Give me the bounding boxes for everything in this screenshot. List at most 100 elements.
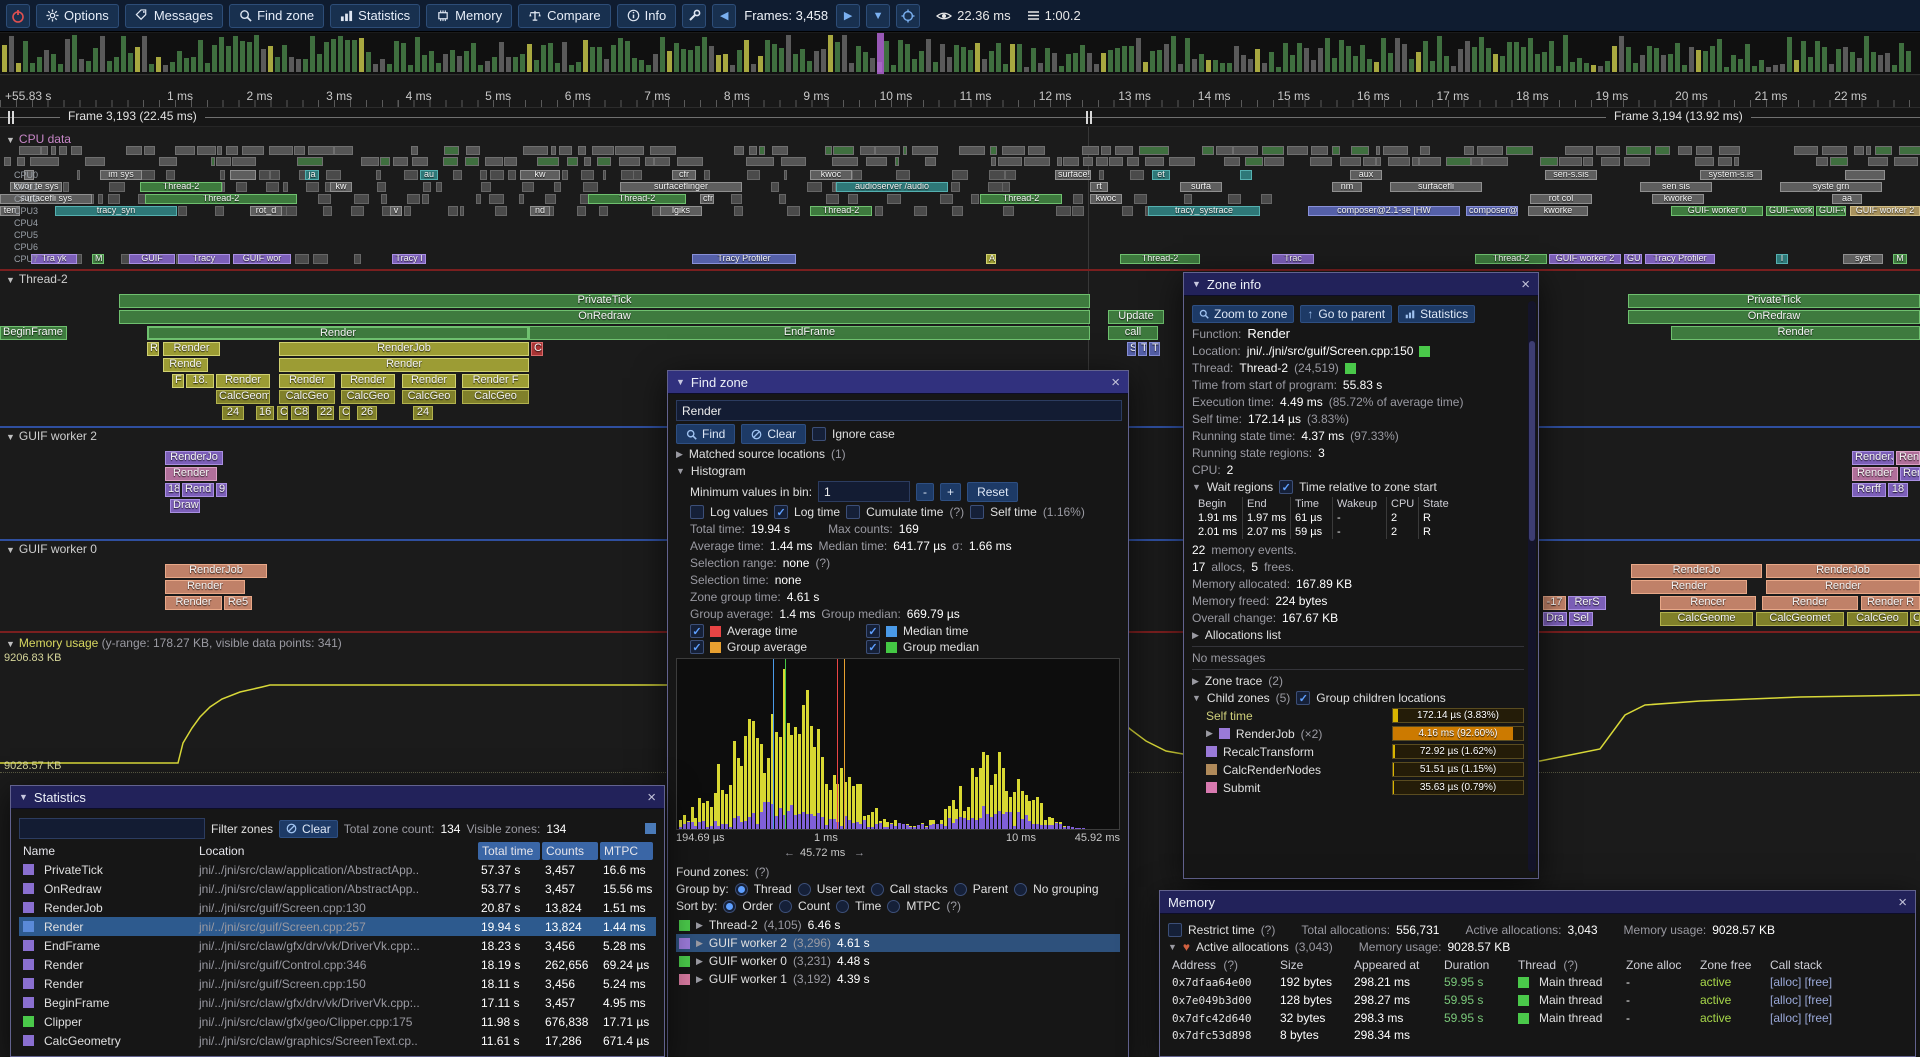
- tools-button[interactable]: [682, 3, 707, 28]
- cpu-seg[interactable]: [259, 170, 271, 180]
- cpu-zone[interactable]: surfacefli: [1390, 182, 1482, 192]
- radio-mtpc[interactable]: [887, 899, 901, 913]
- timeline-zone[interactable]: Render: [165, 580, 245, 594]
- reset-button[interactable]: Reset: [967, 481, 1019, 502]
- cpu-seg[interactable]: [317, 194, 331, 204]
- collapse-icon[interactable]: ▼: [676, 466, 685, 476]
- found-zone-row[interactable]: ▶ GUIF worker 0 (3,231) 4.48 s: [676, 952, 1120, 970]
- timeline-zone[interactable]: Render F: [462, 374, 529, 388]
- timeline-zone[interactable]: C: [277, 406, 288, 420]
- radio-order[interactable]: [723, 899, 737, 913]
- compare-button[interactable]: Compare: [518, 3, 611, 28]
- cpu-zone[interactable]: v: [390, 206, 402, 216]
- expand-icon[interactable]: ▶: [676, 448, 683, 459]
- cpu-zone[interactable]: ja: [305, 170, 319, 180]
- table-row[interactable]: 0x7dfaa64e00 192 bytes 298.21 ms 59.95 s Mai…: [1168, 973, 1907, 991]
- cpu-seg[interactable]: [165, 170, 175, 180]
- cpu-zone[interactable]: Tracy Profiler: [1645, 254, 1715, 264]
- cpu-seg[interactable]: [490, 170, 504, 180]
- cpu-seg[interactable]: [989, 170, 1005, 180]
- close-icon[interactable]: ×: [1521, 275, 1530, 293]
- cpu-zone[interactable]: tracy_syn: [55, 206, 177, 216]
- cpu-seg[interactable]: [403, 170, 419, 180]
- close-icon[interactable]: ×: [647, 788, 656, 806]
- time-ruler[interactable]: +55.83 s 1 ms 2 ms 3 ms 4 ms 5 ms 6 ms 7 ms 8 m…: [0, 76, 1920, 108]
- cpu-data-header[interactable]: ▼ CPU data: [6, 132, 71, 146]
- cpu-zone[interactable]: sen sis: [1640, 182, 1712, 192]
- cpu-seg[interactable]: [97, 194, 103, 204]
- cpu-seg[interactable]: [561, 170, 568, 180]
- cpu-seg[interactable]: [852, 170, 863, 180]
- timeline-zone[interactable]: PrivateTick: [119, 294, 1090, 308]
- memory-table-header[interactable]: Address (?) Size Appeared at Duration Thread…: [1168, 957, 1907, 973]
- cpu-zone[interactable]: composer@2.1-se [HW: [1308, 206, 1460, 216]
- timeline-zone[interactable]: Rerff: [1852, 483, 1886, 497]
- cpu-seg[interactable]: [489, 194, 505, 204]
- table-row[interactable]: CalcGeometry jni/../jni/src/claw/graphics…: [19, 1031, 656, 1050]
- cpu-zone[interactable]: rt: [1090, 182, 1108, 192]
- cpu-seg[interactable]: [62, 182, 70, 192]
- timeline-zone[interactable]: Render R: [1861, 596, 1920, 610]
- find-button[interactable]: Find: [676, 424, 736, 444]
- cpu-seg[interactable]: [1055, 206, 1072, 216]
- table-row[interactable]: 0x7dfc53d898 8 bytes 298.34 ms: [1168, 1027, 1907, 1043]
- cpu-seg[interactable]: [632, 170, 643, 180]
- cpu-seg[interactable]: [453, 170, 462, 180]
- bin-minus-button[interactable]: -: [916, 482, 935, 501]
- cpu-seg[interactable]: [896, 170, 910, 180]
- timeline-zone[interactable]: -17: [1543, 596, 1566, 610]
- cpu-seg[interactable]: [313, 254, 328, 264]
- cpu-seg[interactable]: [177, 206, 187, 216]
- cpu-seg[interactable]: [952, 170, 968, 180]
- ignore-case-checkbox[interactable]: [812, 427, 827, 441]
- timeline-zone[interactable]: Render: [1631, 580, 1747, 594]
- cpu-zone[interactable]: Tracy Profiler: [692, 254, 796, 264]
- cpu-zone[interactable]: aux: [1350, 170, 1382, 180]
- crosshair-button[interactable]: [896, 3, 921, 28]
- table-row[interactable]: Render jni/../jni/src/guif/Screen.cpp:150…: [19, 974, 656, 993]
- filter-zones-input[interactable]: [19, 818, 205, 839]
- timeline-zone[interactable]: BeginFrame: [0, 326, 67, 340]
- child-zone-row[interactable]: ▶ RenderJob (×2) 4.16 ms (92.60%): [1206, 726, 1524, 741]
- table-row[interactable]: BeginFrame jni/../jni/src/claw/gfx/drv/vk…: [19, 993, 656, 1012]
- child-zone-row[interactable]: Submit 35.63 µs (0.79%): [1206, 780, 1524, 795]
- cpu-seg[interactable]: [326, 170, 342, 180]
- find-zone-titlebar[interactable]: ▼ Find zone ×: [668, 371, 1128, 394]
- cpu-seg[interactable]: [940, 194, 954, 204]
- column-header[interactable]: Location: [199, 844, 245, 858]
- timeline-zone[interactable]: RenderJob: [165, 564, 267, 578]
- timeline-zone[interactable]: CalcGeome: [216, 390, 270, 404]
- timeline-zone[interactable]: 9: [216, 483, 227, 497]
- cpu-seg[interactable]: [1072, 194, 1083, 204]
- table-row[interactable]: Clipper jni/../jni/src/claw/gfx/geo/Clipp…: [19, 1012, 656, 1031]
- cpu-zone[interactable]: kworke: [1528, 206, 1588, 216]
- timeline-zone[interactable]: CalcGeo: [462, 390, 529, 404]
- cpu-zone[interactable]: kw: [520, 170, 560, 180]
- thread-header[interactable]: ▼ Thread-2: [6, 272, 68, 286]
- cpu-seg[interactable]: [494, 206, 508, 216]
- timeline-zone[interactable]: Render: [279, 358, 529, 372]
- cpu-zone[interactable]: surfacefli sys: [0, 194, 92, 204]
- timeline-zone[interactable]: C: [339, 406, 350, 420]
- timeline-zone[interactable]: T: [1138, 342, 1147, 356]
- timeline-zone[interactable]: S: [1127, 342, 1136, 356]
- cpu-seg[interactable]: [407, 194, 421, 204]
- statistics-table-header[interactable]: Name Location Total time Counts MTPC: [19, 842, 656, 860]
- cpu-seg[interactable]: [1072, 206, 1084, 216]
- collapse-icon[interactable]: ▼: [19, 792, 28, 802]
- timeline-zone[interactable]: Dra: [1543, 612, 1567, 626]
- zoom-to-zone-button[interactable]: Zoom to zone: [1192, 305, 1295, 323]
- timeline-zone[interactable]: Render: [1852, 467, 1898, 481]
- timeline-zone[interactable]: 18: [1888, 483, 1908, 497]
- cpu-seg[interactable]: [875, 206, 883, 216]
- timeline-zone[interactable]: OnRedraw: [119, 310, 1090, 324]
- cpu-zone[interactable]: kworke: [1652, 194, 1704, 204]
- limit-range-icon[interactable]: [645, 823, 656, 834]
- timeline-zone[interactable]: RenderJob: [279, 342, 529, 356]
- child-zone-row[interactable]: CalcRenderNodes 51.51 µs (1.15%): [1206, 762, 1524, 777]
- table-row[interactable]: RenderJob jni/../jni/src/guif/Screen.cpp:…: [19, 898, 656, 917]
- collapse-icon[interactable]: ▼: [676, 377, 685, 387]
- cpu-zone[interactable]: Thread-2: [588, 194, 686, 204]
- cpu-zone[interactable]: surfa: [1180, 182, 1222, 192]
- cpu-zone[interactable]: aa: [1832, 194, 1862, 204]
